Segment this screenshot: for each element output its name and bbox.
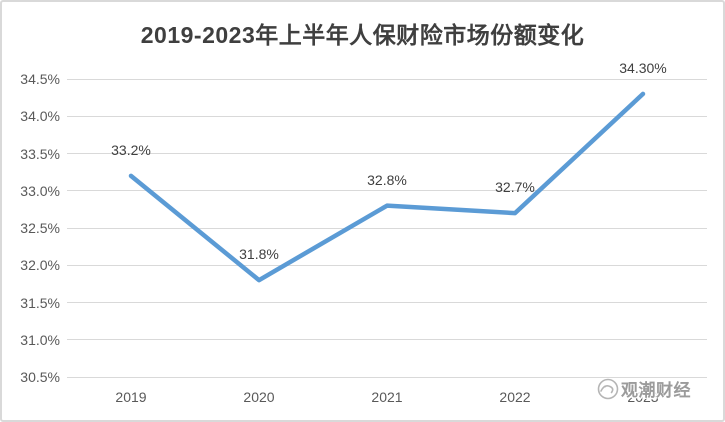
gridline (67, 153, 707, 154)
x-axis-tick-label: 2019 (115, 389, 147, 405)
data-label: 31.8% (239, 246, 279, 263)
gridline (67, 264, 707, 266)
y-axis-tick-label: 34.0% (20, 108, 60, 125)
y-axis-tick-label: 32.5% (20, 220, 60, 236)
gridline (67, 78, 707, 80)
y-axis-tick-label: 32.0% (20, 257, 60, 274)
series-line (128, 91, 646, 283)
data-label: 32.7% (495, 179, 535, 196)
y-axis-tick-label: 31.5% (20, 294, 60, 311)
x-axis-tick-label: 2023 (627, 389, 659, 405)
x-axis-tick-label: 2021 (371, 389, 403, 405)
y-axis-tick-label: 33.5% (20, 145, 60, 162)
chart-title: 2019-2023年上半年人保财险市场份额变化 (140, 22, 585, 48)
y-axis-tick-label: 31.0% (20, 331, 60, 348)
y-axis-tick-label: 30.5% (20, 369, 60, 385)
data-label: 33.2% (111, 141, 151, 158)
data-label: 34.30% (619, 59, 667, 76)
gridline (67, 302, 707, 303)
wave-logo-icon (597, 378, 619, 399)
gridline (67, 227, 707, 229)
watermark: 观潮财经 (596, 376, 691, 401)
gridline (67, 376, 707, 378)
gridline (67, 115, 707, 117)
data-label: 32.8% (367, 171, 407, 188)
gridline (67, 190, 707, 192)
y-axis-tick-label: 33.0% (20, 182, 60, 199)
gridline (67, 339, 707, 341)
watermark-text: 观潮财经 (621, 381, 691, 400)
y-axis-tick-label: 34.5% (20, 71, 60, 87)
x-axis-tick-label: 2020 (243, 389, 275, 405)
x-axis-tick-label: 2022 (499, 389, 531, 405)
